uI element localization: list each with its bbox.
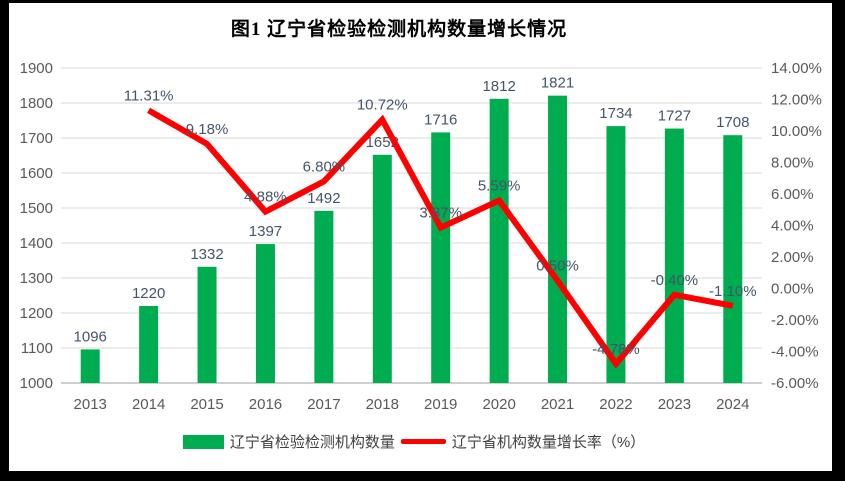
right-axis-tick: 0.00%	[771, 281, 814, 298]
bar-value-label: 1220	[132, 285, 165, 302]
x-axis-label: 2014	[132, 396, 165, 413]
left-axis-tick: 1600	[20, 165, 53, 182]
bar-value-label: 1332	[190, 246, 223, 263]
bar-2014	[139, 306, 159, 383]
bar-2016	[255, 244, 275, 383]
left-axis-tick: 1100	[21, 340, 53, 357]
legend-line-label: 辽宁省机构数量增长率（%）	[451, 434, 646, 451]
bar-value-label: 1812	[482, 78, 515, 95]
right-axis-tick: -4.00%	[771, 344, 819, 361]
line-value-label: -0.40%	[651, 272, 699, 289]
right-axis-tick: 10.00%	[771, 123, 822, 140]
right-axis-tick: 6.00%	[771, 186, 814, 203]
growth-rate-line	[147, 107, 734, 369]
right-axis-tick: -2.00%	[771, 312, 819, 329]
x-axis-label: 2017	[307, 396, 340, 413]
bar-2015	[197, 266, 217, 383]
line-value-label: 9.18%	[186, 121, 229, 138]
bar-2023	[664, 128, 684, 383]
legend-bar-label: 辽宁省检验检测机构数量	[229, 434, 395, 451]
line-value-label: 11.31%	[124, 87, 174, 104]
left-axis-tick: 1900	[20, 60, 53, 77]
chart-title: 图1 辽宁省检验检测机构数量增长情况	[230, 19, 568, 40]
bar-value-label: 1096	[74, 328, 107, 345]
chart-area: 1000 1100 1200 1300 1400 1500 1600 1700 1800 1900…	[9, 3, 832, 471]
bar-value-label: 1492	[307, 190, 340, 207]
legend-item-bars: 辽宁省检验检测机构数量	[182, 431, 395, 452]
legend-line-swatch-icon	[400, 439, 446, 444]
bar-value-label: 1727	[658, 108, 691, 125]
x-axis-label: 2016	[249, 396, 282, 413]
line-value-label: 4.88%	[244, 189, 287, 206]
bar-2020	[489, 98, 509, 384]
line-value-label: 0.50%	[536, 258, 579, 275]
line-value-label: -1.10%	[709, 283, 757, 300]
bar-value-label: 1397	[249, 223, 282, 240]
right-axis-tick: 8.00%	[771, 155, 814, 172]
chart-legend: 辽宁省检验检测机构数量 辽宁省机构数量增长率（%）	[9, 431, 819, 452]
bar-value-label: 1734	[599, 105, 632, 122]
left-axis-tick: 1200	[20, 305, 53, 322]
legend-bar-swatch-icon	[182, 434, 224, 449]
x-axis-label: 2024	[716, 396, 749, 413]
line-value-label: 3.87%	[419, 205, 462, 222]
left-axis-tick: 1500	[20, 200, 53, 217]
bar-value-label: 1708	[716, 114, 749, 131]
chart-canvas: 1000 1100 1200 1300 1400 1500 1600 1700 1800 1900…	[20, 60, 822, 413]
right-axis-tick: 12.00%	[771, 92, 822, 109]
right-axis-tick: 14.00%	[771, 60, 822, 77]
bar-2019	[431, 132, 451, 383]
x-axis-label: 2020	[482, 396, 515, 413]
left-axis-tick: 1000	[20, 375, 53, 392]
left-axis-tick: 1800	[20, 95, 53, 112]
bar-2018	[372, 154, 392, 383]
right-axis-tick: 4.00%	[771, 218, 814, 235]
left-axis-tick: 1300	[20, 270, 53, 287]
x-axis-label: 2023	[658, 396, 691, 413]
x-axis-label: 2021	[541, 396, 574, 413]
bar-value-label: 1821	[541, 75, 574, 92]
line-value-label: -4.78%	[592, 341, 640, 358]
bar-2017	[314, 210, 334, 383]
line-value-label: 10.72%	[357, 97, 408, 114]
bar-value-label: 1716	[424, 111, 457, 128]
left-axis-tick: 1400	[20, 235, 53, 252]
left-axis-tick: 1700	[20, 130, 53, 147]
bar-2024	[723, 135, 743, 383]
x-axis-label: 2015	[190, 396, 223, 413]
bar-2013	[80, 349, 100, 383]
line-value-label: 6.80%	[303, 158, 346, 175]
legend-item-line: 辽宁省机构数量增长率（%）	[400, 431, 646, 452]
right-axis-tick: 2.00%	[771, 249, 814, 266]
line-value-label: 5.59%	[478, 177, 521, 194]
right-axis-tick: -6.00%	[771, 375, 819, 392]
x-axis-label: 2013	[74, 396, 107, 413]
x-axis-label: 2018	[366, 396, 399, 413]
bar-2022	[606, 126, 626, 383]
x-axis-label: 2022	[599, 396, 632, 413]
x-axis-label: 2019	[424, 396, 457, 413]
bar-2021	[548, 95, 568, 384]
